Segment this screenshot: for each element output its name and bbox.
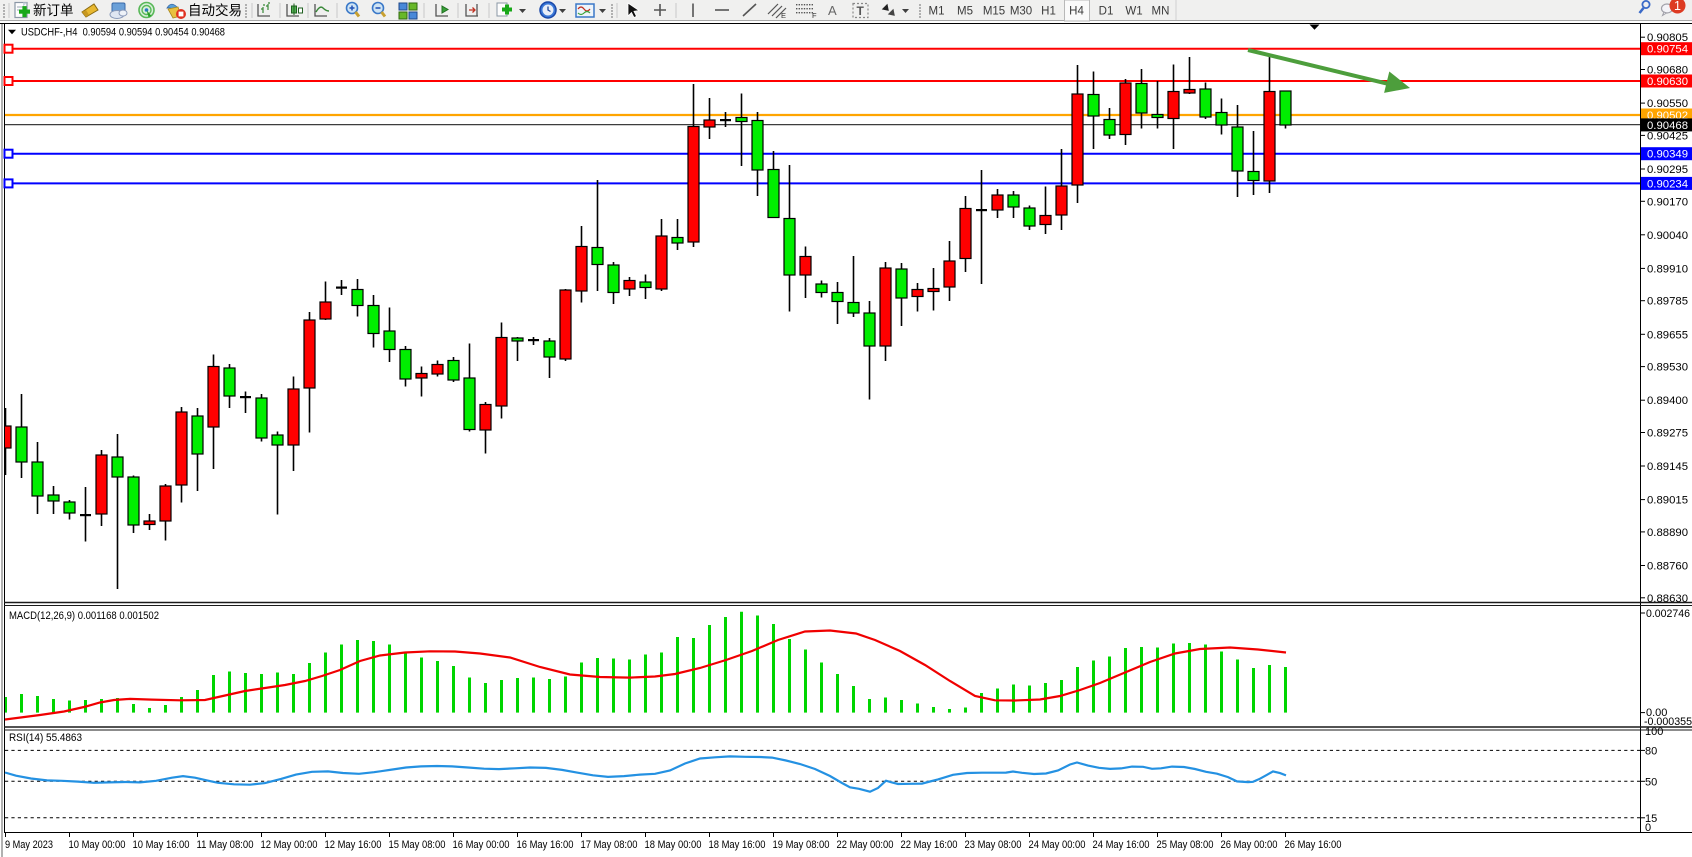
svg-text:USDCHF-,H4 0.90594 0.90594 0.: USDCHF-,H4 0.90594 0.90594 0.90454 0.904…: [21, 27, 225, 39]
svg-text:11 May 08:00: 11 May 08:00: [197, 839, 254, 851]
svg-text:新订单: 新订单: [33, 3, 74, 18]
svg-text:22 May 16:00: 22 May 16:00: [901, 839, 958, 851]
svg-text:9 May 2023: 9 May 2023: [5, 839, 53, 851]
svg-text:0.90295: 0.90295: [1647, 164, 1688, 176]
svg-text:0.00: 0.00: [1646, 707, 1667, 719]
svg-text:24 May 00:00: 24 May 00:00: [1029, 839, 1086, 851]
svg-text:A: A: [828, 3, 837, 18]
svg-text:0.89275: 0.89275: [1647, 428, 1688, 440]
svg-text:M30: M30: [1010, 6, 1032, 18]
svg-text:-0.000355: -0.000355: [1644, 716, 1692, 728]
svg-text:24 May 16:00: 24 May 16:00: [1093, 839, 1150, 851]
svg-text:MACD(12,26,9) 0.001168 0.00150: MACD(12,26,9) 0.001168 0.001502: [9, 610, 159, 622]
svg-text:16 May 16:00: 16 May 16:00: [517, 839, 574, 851]
svg-text:0.002746: 0.002746: [1646, 608, 1690, 620]
svg-text:0.89785: 0.89785: [1647, 296, 1688, 308]
svg-text:0.90550: 0.90550: [1647, 98, 1688, 110]
svg-text:0.90805: 0.90805: [1647, 32, 1688, 44]
svg-text:0.90234: 0.90234: [1647, 178, 1688, 190]
svg-text:0.90170: 0.90170: [1647, 196, 1688, 208]
svg-text:0.88760: 0.88760: [1647, 561, 1688, 573]
svg-text:19 May 08:00: 19 May 08:00: [773, 839, 830, 851]
svg-text:18 May 00:00: 18 May 00:00: [645, 839, 702, 851]
svg-text:F: F: [812, 11, 817, 20]
svg-text:0.89910: 0.89910: [1647, 263, 1688, 275]
svg-text:M15: M15: [983, 6, 1005, 18]
svg-text:12 May 16:00: 12 May 16:00: [325, 839, 382, 851]
svg-text:H4: H4: [1069, 6, 1084, 18]
svg-text:MN: MN: [1152, 6, 1170, 18]
svg-text:0.90468: 0.90468: [1647, 120, 1688, 132]
svg-text:0.90349: 0.90349: [1647, 149, 1688, 161]
svg-text:25 May 08:00: 25 May 08:00: [1157, 839, 1214, 851]
svg-text:50: 50: [1645, 776, 1657, 788]
svg-text:0.90630: 0.90630: [1647, 76, 1688, 88]
svg-text:0.90680: 0.90680: [1647, 65, 1688, 77]
svg-text:W1: W1: [1125, 6, 1142, 18]
svg-text:0.89530: 0.89530: [1647, 362, 1688, 374]
svg-text:16 May 00:00: 16 May 00:00: [453, 839, 510, 851]
svg-text:0.90425: 0.90425: [1647, 130, 1688, 142]
svg-text:0.89400: 0.89400: [1647, 395, 1688, 407]
svg-text:80: 80: [1645, 745, 1657, 757]
svg-text:自动交易: 自动交易: [188, 2, 242, 18]
svg-text:E: E: [781, 11, 786, 20]
svg-text:23 May 08:00: 23 May 08:00: [965, 839, 1022, 851]
svg-text:100: 100: [1645, 726, 1663, 738]
svg-text:17 May 08:00: 17 May 08:00: [581, 839, 638, 851]
svg-text:RSI(14) 55.4863: RSI(14) 55.4863: [9, 732, 82, 744]
svg-text:0.89145: 0.89145: [1647, 461, 1688, 473]
svg-text:10 May 00:00: 10 May 00:00: [69, 839, 126, 851]
svg-text:0.90040: 0.90040: [1647, 230, 1688, 242]
svg-text:M5: M5: [957, 6, 973, 18]
svg-text:15: 15: [1645, 813, 1657, 825]
svg-text:22 May 00:00: 22 May 00:00: [837, 839, 894, 851]
svg-text:12 May 00:00: 12 May 00:00: [261, 839, 318, 851]
svg-text:26 May 16:00: 26 May 16:00: [1285, 839, 1342, 851]
svg-text:0.88630: 0.88630: [1647, 593, 1688, 605]
svg-text:0.90754: 0.90754: [1647, 44, 1688, 56]
svg-text:0.89655: 0.89655: [1647, 329, 1688, 341]
svg-text:0.89015: 0.89015: [1647, 495, 1688, 507]
svg-text:M1: M1: [929, 6, 945, 18]
svg-text:0: 0: [1645, 822, 1651, 834]
svg-text:0.88890: 0.88890: [1647, 527, 1688, 539]
svg-text:26 May 00:00: 26 May 00:00: [1221, 839, 1278, 851]
svg-text:D1: D1: [1099, 6, 1114, 18]
svg-text:15 May 08:00: 15 May 08:00: [389, 839, 446, 851]
svg-text:1: 1: [1674, 0, 1681, 13]
svg-text:T: T: [857, 4, 865, 18]
svg-text:18 May 16:00: 18 May 16:00: [709, 839, 766, 851]
svg-text:H1: H1: [1041, 6, 1056, 18]
svg-text:10 May 16:00: 10 May 16:00: [133, 839, 190, 851]
